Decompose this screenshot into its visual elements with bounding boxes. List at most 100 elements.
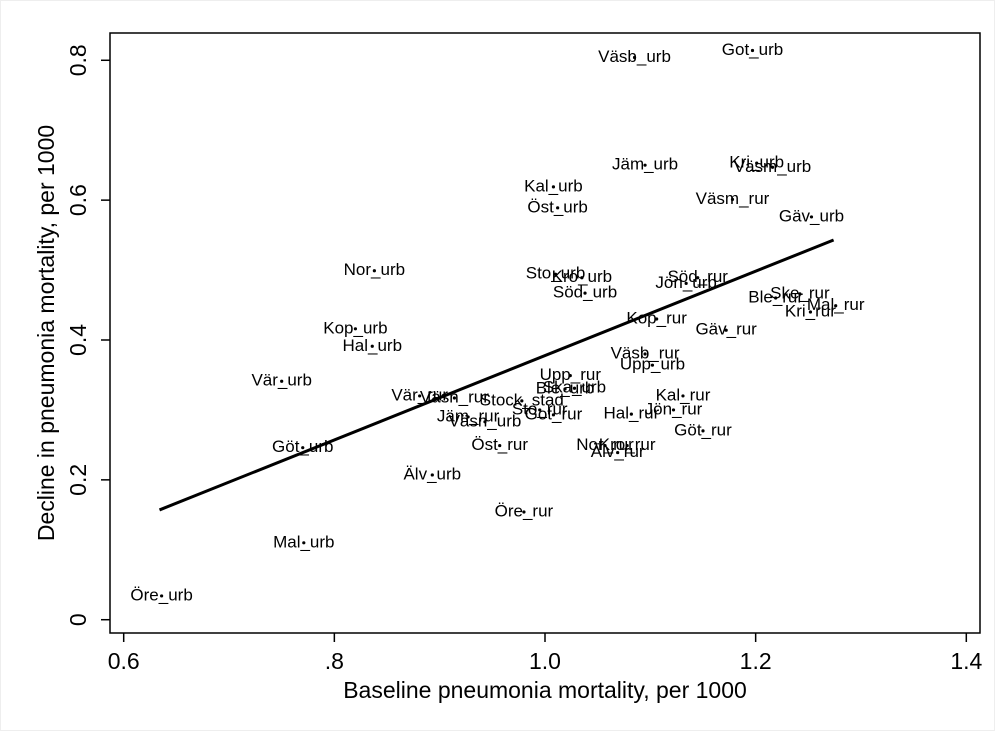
x-axis-title: Baseline pneumonia mortality, per 1000 xyxy=(343,677,747,703)
point-label: Ble_urb xyxy=(536,378,595,397)
point-label: Kal_urb xyxy=(524,176,583,195)
point xyxy=(498,443,502,448)
point xyxy=(452,396,457,400)
point xyxy=(625,443,629,448)
point xyxy=(643,163,647,167)
point xyxy=(522,510,526,514)
point xyxy=(538,408,542,412)
point-label: Kal_rur xyxy=(656,385,711,404)
point xyxy=(568,374,572,378)
point xyxy=(798,292,802,296)
point-label: Jön_urb xyxy=(655,273,716,292)
point-label: Upp_rur xyxy=(540,365,602,384)
point-label: Älv_urb xyxy=(403,464,461,483)
point-label: Ska_urb xyxy=(543,378,606,397)
point xyxy=(755,161,759,165)
point xyxy=(372,269,376,273)
point xyxy=(551,413,556,417)
point xyxy=(808,310,813,314)
point-label: Mal_urb xyxy=(273,532,334,551)
point xyxy=(556,206,560,210)
point-label: Gäv_rur xyxy=(695,320,757,339)
point-label: Nor_rur xyxy=(576,435,634,454)
point-label: Söd_rur xyxy=(667,267,728,286)
point xyxy=(684,281,688,285)
point xyxy=(551,185,556,189)
point-label: Mal_rur xyxy=(807,295,865,314)
point-label: Väsn_urb xyxy=(449,411,522,430)
point xyxy=(280,379,284,383)
x-tick-label: 0.6 xyxy=(108,648,140,674)
point xyxy=(632,55,637,60)
x-tick-label: 1.0 xyxy=(529,648,561,674)
point-label: Kri_rur xyxy=(785,302,836,321)
point-label: Kri_urb xyxy=(729,153,784,172)
y-tick-label: 0.2 xyxy=(65,464,91,496)
point-label: Väsn_rur xyxy=(420,388,489,407)
point-label: Öre_rur xyxy=(495,502,554,521)
point-label: Stock_stad xyxy=(480,390,564,409)
point-label: Göt_rur xyxy=(674,420,732,439)
y-tick-label: 0.8 xyxy=(65,44,91,76)
y-tick-label: 0 xyxy=(65,613,91,626)
point xyxy=(353,327,358,331)
point xyxy=(834,304,838,308)
point-label: Öst_urb xyxy=(527,197,587,216)
x-tick-label: 1.2 xyxy=(740,648,772,674)
point-label: Söd_urb xyxy=(553,283,617,302)
point xyxy=(650,363,655,367)
point xyxy=(301,446,305,450)
point xyxy=(730,197,735,202)
x-tick-label: .8 xyxy=(325,648,344,674)
y-tick-label: 0.4 xyxy=(65,324,91,356)
point xyxy=(629,412,633,416)
point-label: Jäm_urb xyxy=(612,155,678,174)
point xyxy=(770,165,775,169)
point xyxy=(724,328,728,332)
point xyxy=(655,317,659,321)
point xyxy=(563,387,567,391)
point-label: Sto_urb xyxy=(526,264,586,283)
point xyxy=(466,415,470,419)
point xyxy=(583,291,587,295)
point-label: Väsm_urb xyxy=(734,157,811,176)
x-tick-label: 1.4 xyxy=(950,648,982,674)
point xyxy=(671,408,676,412)
point xyxy=(483,420,487,424)
point xyxy=(520,399,524,403)
point xyxy=(696,276,700,280)
point xyxy=(160,594,164,598)
point xyxy=(370,344,374,348)
point-label: Upp_urb xyxy=(620,355,685,374)
point xyxy=(418,394,422,398)
point-label: Nor_urb xyxy=(344,260,405,279)
point-label: Öst_rur xyxy=(471,435,528,454)
point-label: Hal_urb xyxy=(342,336,402,355)
fit-line xyxy=(158,238,835,512)
y-axis-title: Decline in pneumonia mortality, per 1000 xyxy=(33,125,59,541)
y-tick-label: 0.6 xyxy=(65,184,91,216)
point-label: Got_rur xyxy=(525,404,583,423)
point-label: Väsb_rur xyxy=(611,343,680,362)
point-label: Göt_urb xyxy=(272,437,333,456)
point-label: Väsm_rur xyxy=(696,189,770,208)
point xyxy=(580,276,584,280)
point-label: Hal_rur xyxy=(603,404,659,423)
point xyxy=(430,473,434,477)
point-label: Väsb_urb xyxy=(598,47,671,66)
point xyxy=(572,386,577,390)
point-label: Got_urb xyxy=(722,40,783,59)
point xyxy=(809,215,814,219)
point-label: Jön_rur xyxy=(645,399,703,418)
point-label: Vär_urb xyxy=(251,371,311,390)
point xyxy=(643,352,647,356)
point-label: Gäv_urb xyxy=(779,206,844,225)
point-label: Öre_urb xyxy=(130,585,192,604)
point-label: Kop_rur xyxy=(626,308,687,327)
point-label: Älv_rur xyxy=(591,442,645,461)
point xyxy=(681,394,685,398)
point xyxy=(774,296,778,300)
point xyxy=(750,48,755,53)
